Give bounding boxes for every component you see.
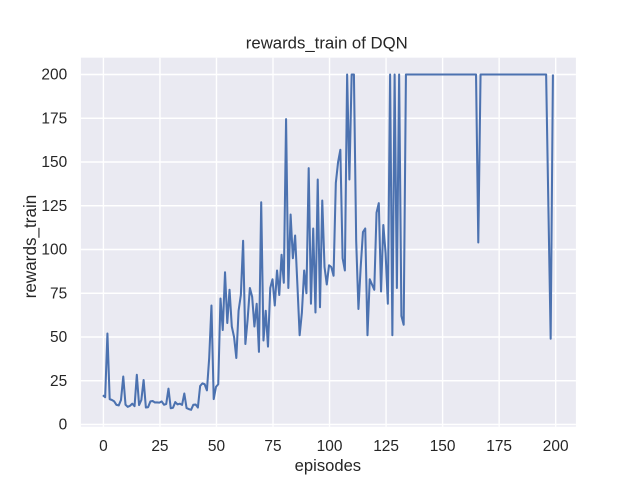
- svg-text:25: 25: [50, 373, 67, 390]
- svg-text:50: 50: [208, 438, 225, 455]
- svg-text:200: 200: [543, 438, 569, 455]
- svg-text:75: 75: [264, 438, 281, 455]
- svg-text:rewards_train of DQN: rewards_train of DQN: [246, 33, 408, 52]
- svg-text:125: 125: [41, 198, 67, 215]
- svg-text:25: 25: [151, 438, 168, 455]
- svg-text:0: 0: [59, 417, 68, 434]
- svg-text:100: 100: [41, 242, 67, 259]
- svg-text:0: 0: [99, 438, 108, 455]
- svg-text:175: 175: [41, 110, 67, 127]
- svg-text:150: 150: [430, 438, 456, 455]
- svg-text:125: 125: [373, 438, 399, 455]
- svg-text:50: 50: [50, 329, 67, 346]
- svg-text:75: 75: [50, 285, 67, 302]
- svg-text:200: 200: [41, 67, 67, 84]
- svg-text:episodes: episodes: [295, 456, 361, 475]
- svg-text:175: 175: [486, 438, 512, 455]
- svg-text:150: 150: [41, 154, 67, 171]
- svg-text:rewards_train: rewards_train: [21, 195, 40, 299]
- svg-text:100: 100: [317, 438, 343, 455]
